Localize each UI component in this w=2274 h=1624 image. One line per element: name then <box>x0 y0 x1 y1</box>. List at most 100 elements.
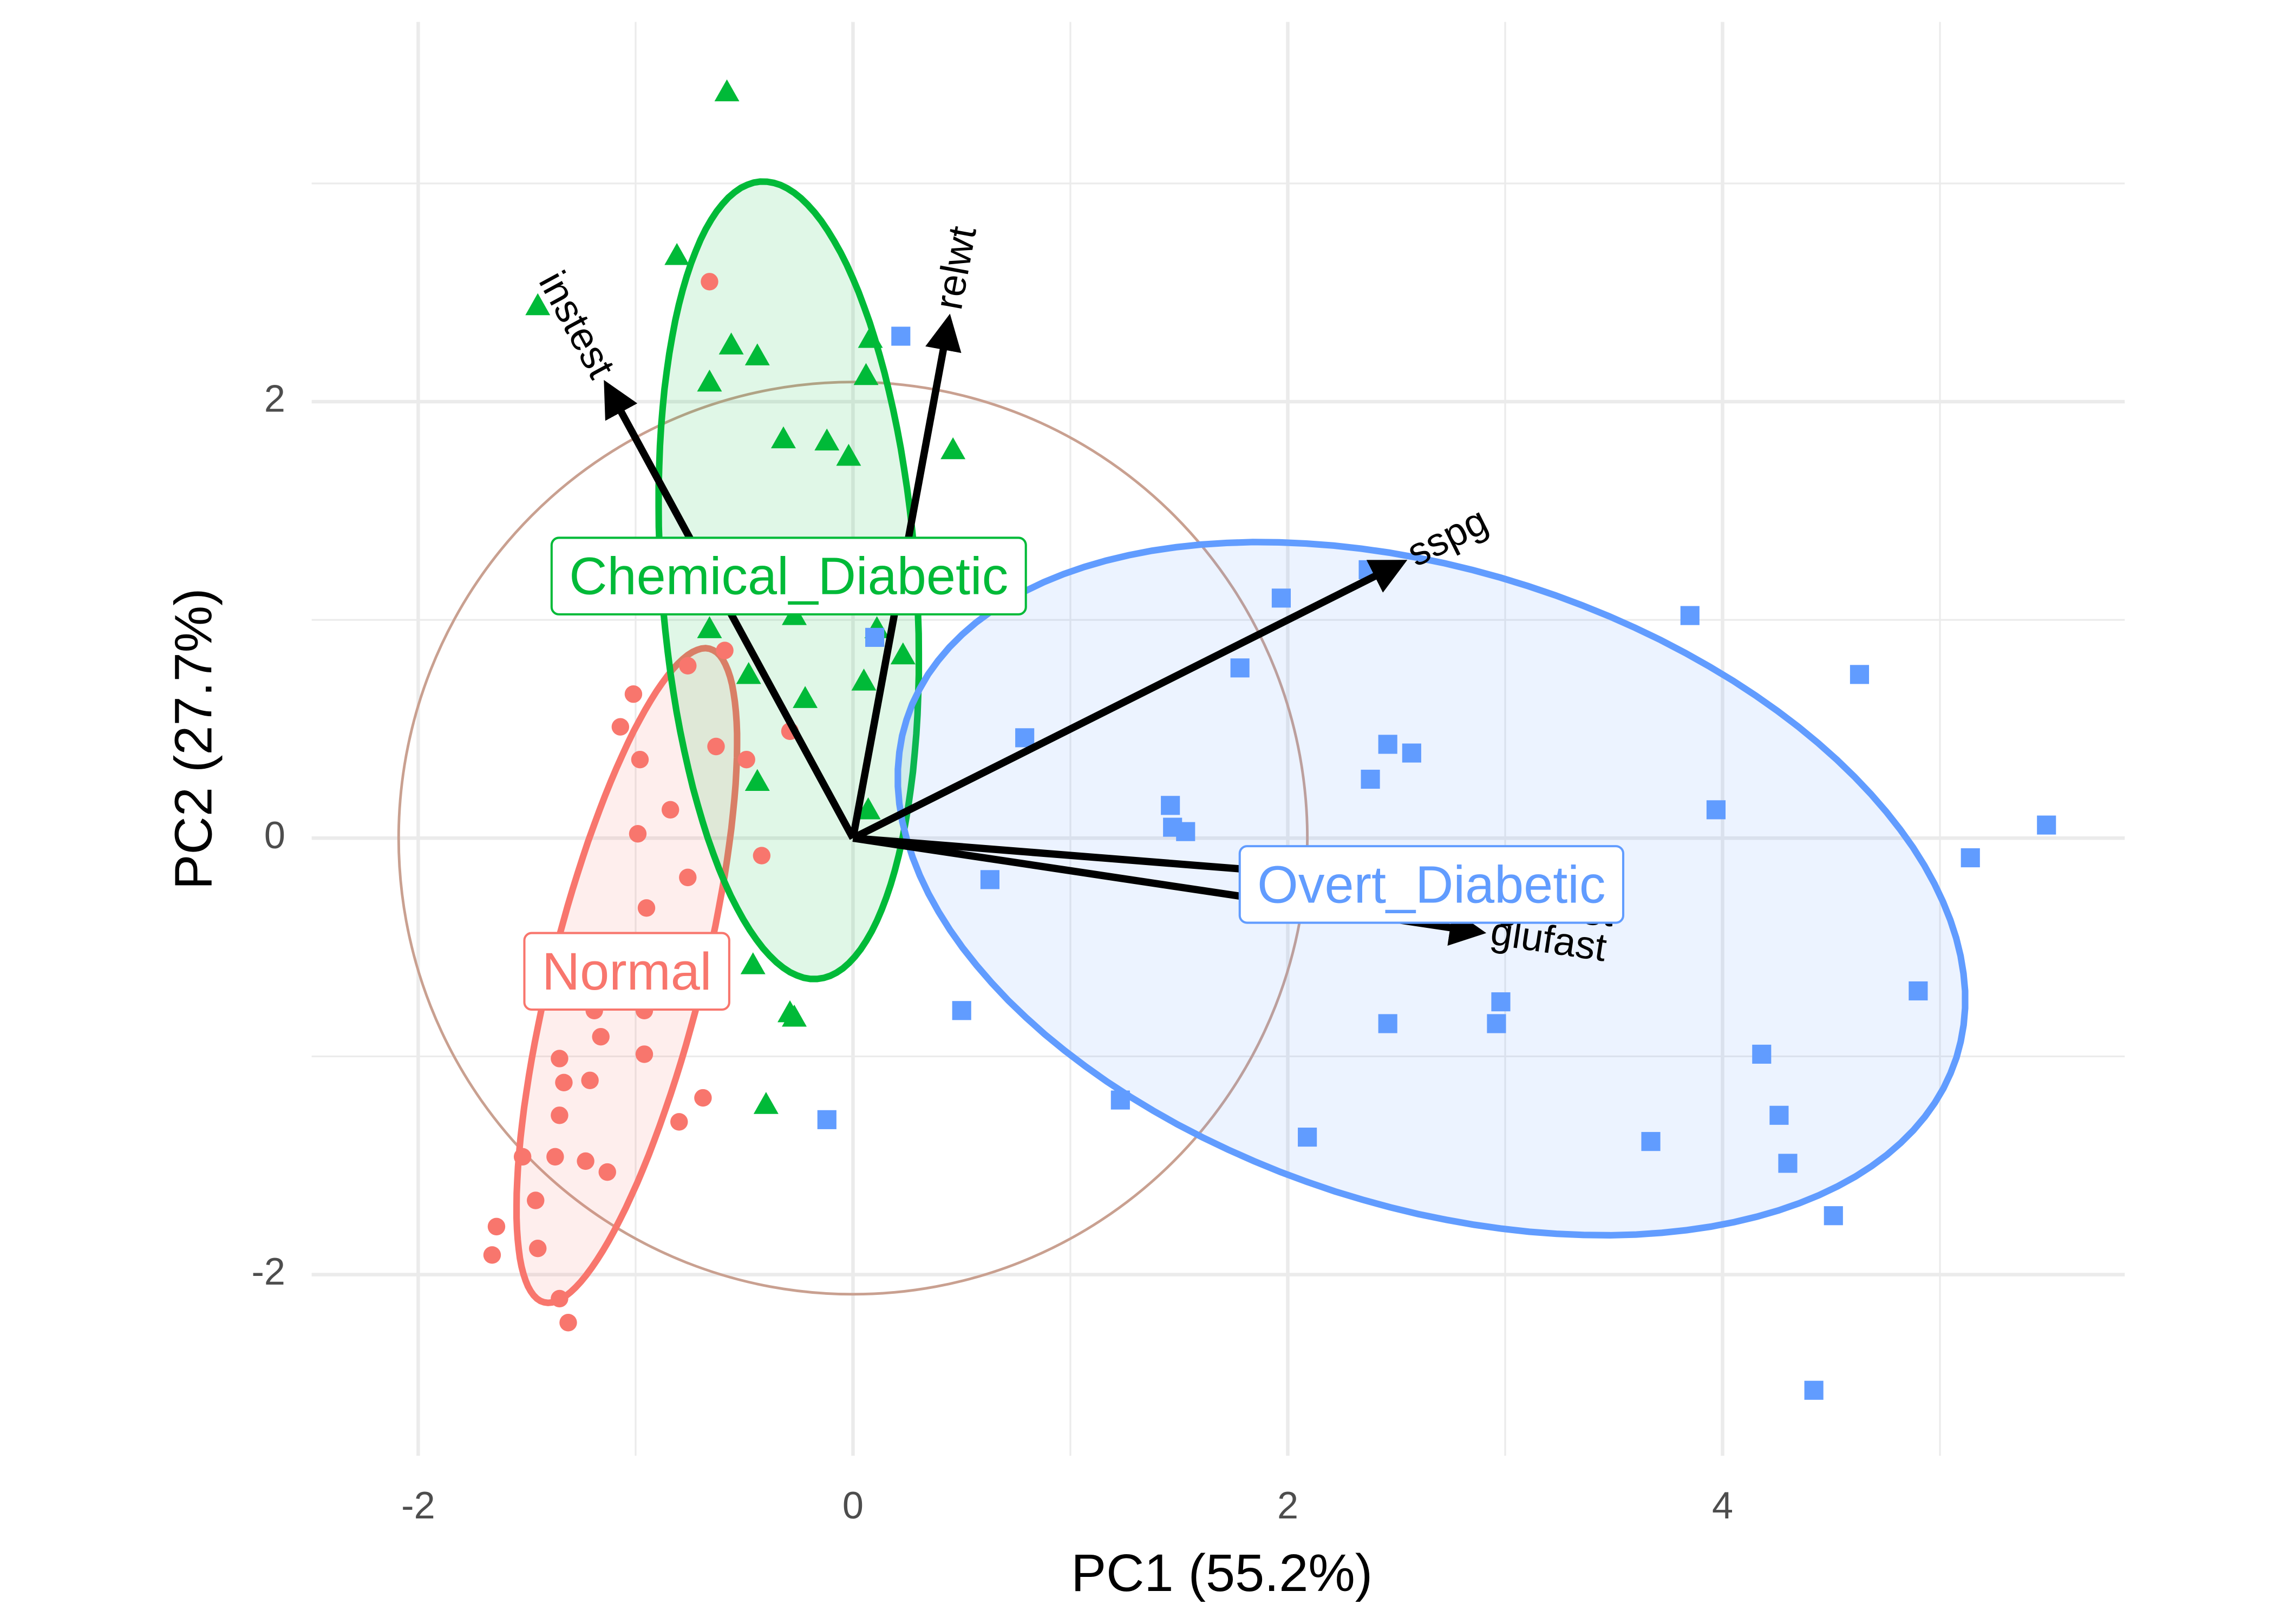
x-axis-title: PC1 (55.2%) <box>1071 1543 1373 1602</box>
point <box>891 326 911 346</box>
point <box>527 1191 545 1209</box>
point <box>740 952 766 974</box>
point <box>855 797 881 820</box>
point <box>744 343 770 365</box>
point <box>952 1001 971 1020</box>
point <box>940 437 966 460</box>
point <box>793 686 818 708</box>
point <box>2037 815 2056 835</box>
point <box>753 1092 779 1114</box>
point <box>551 1050 568 1068</box>
decor <box>397 178 1969 1306</box>
point <box>611 718 630 736</box>
point <box>679 868 697 887</box>
point <box>814 428 840 451</box>
point <box>694 1089 712 1107</box>
point <box>629 825 647 843</box>
point <box>1706 800 1726 820</box>
point <box>1778 1154 1798 1173</box>
point <box>1769 1105 1789 1125</box>
point <box>1641 1132 1661 1151</box>
group-label-bg <box>523 932 730 1011</box>
point <box>1230 658 1250 678</box>
group-label-box: Overt_Diabetic <box>1238 845 1625 924</box>
point <box>1491 992 1511 1012</box>
point <box>1378 735 1397 754</box>
point <box>1752 1044 1772 1064</box>
point <box>890 642 916 665</box>
point <box>737 750 755 769</box>
point <box>1804 1380 1824 1400</box>
point <box>661 801 679 819</box>
x-tick-label: 2 <box>1277 1484 1298 1527</box>
point <box>1909 981 1928 1001</box>
point <box>817 1110 837 1129</box>
loading-label: relwt <box>926 223 985 313</box>
x-tick-label: 0 <box>842 1484 864 1527</box>
point <box>1361 769 1380 789</box>
y-tick-label: 2 <box>264 377 285 420</box>
labels: instestrelwtsspgglutestglufastNormalChem… <box>523 223 1625 1011</box>
point <box>1850 665 1870 684</box>
point <box>1015 728 1035 748</box>
point <box>525 293 551 316</box>
group-label-bg <box>550 536 1027 615</box>
point <box>559 1314 577 1332</box>
point <box>664 243 690 265</box>
point <box>483 1246 501 1264</box>
point <box>716 641 734 659</box>
point <box>546 1148 564 1166</box>
point <box>1110 1090 1130 1110</box>
point <box>744 769 770 791</box>
point <box>637 899 656 917</box>
point <box>551 1106 568 1124</box>
point <box>487 1217 506 1236</box>
group-label: Chemical_Diabetic <box>569 547 1008 606</box>
point <box>679 657 697 675</box>
point <box>851 669 877 691</box>
group-label-box: Chemical_Diabetic <box>550 536 1027 615</box>
group-label: Normal <box>542 942 712 1001</box>
point <box>770 426 796 449</box>
point <box>718 332 744 355</box>
point <box>1680 606 1700 625</box>
loading-label: instest <box>531 264 624 385</box>
point <box>858 326 883 348</box>
point <box>1176 822 1195 841</box>
point <box>624 685 643 703</box>
x-tick-label: -2 <box>401 1484 435 1527</box>
point <box>707 737 725 756</box>
group-label-bg <box>1238 845 1625 924</box>
group-label-box: Normal <box>523 932 730 1011</box>
point <box>836 443 861 466</box>
point <box>782 1004 807 1027</box>
point <box>1961 848 1980 868</box>
x-tick-label: 4 <box>1712 1484 1733 1527</box>
point <box>853 363 879 385</box>
point <box>753 847 771 865</box>
y-axis-title: PC2 (27.7%) <box>164 588 223 889</box>
point <box>513 1148 532 1166</box>
point <box>697 616 722 638</box>
point <box>1161 796 1180 815</box>
point <box>635 1045 654 1063</box>
correlation-circle <box>397 381 1309 1296</box>
group-label: Overt_Diabetic <box>1257 855 1605 914</box>
point <box>592 1027 610 1046</box>
point <box>980 870 999 889</box>
loading-arrow <box>851 560 1408 842</box>
grid: -2 0 2 4 -2 0 2 <box>252 22 2125 1527</box>
point <box>670 1113 688 1131</box>
point <box>577 1152 594 1170</box>
point <box>551 1289 568 1308</box>
point <box>701 273 718 291</box>
point <box>865 627 885 647</box>
point <box>631 750 649 769</box>
point <box>1824 1206 1843 1226</box>
y-tick-label: -2 <box>252 1250 285 1293</box>
point <box>581 1071 599 1089</box>
point <box>1402 743 1421 763</box>
points <box>483 79 2056 1400</box>
